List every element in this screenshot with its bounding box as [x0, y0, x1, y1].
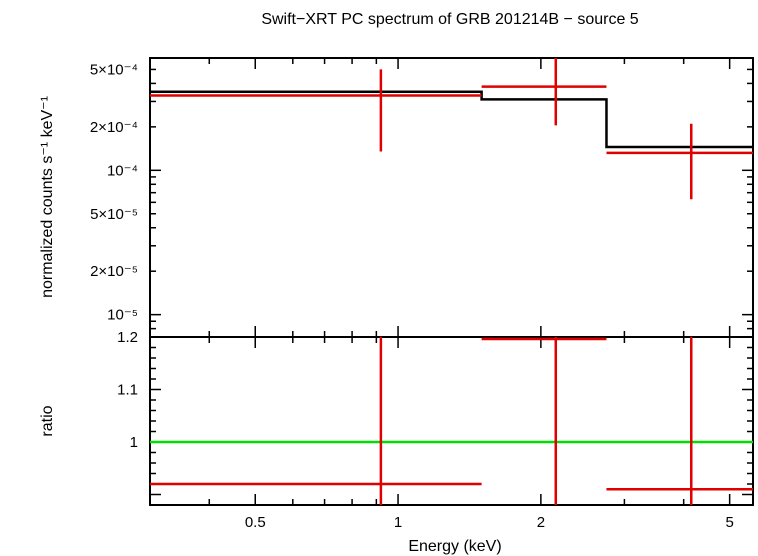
spectrum-y-axis-label: normalized counts s⁻¹ keV⁻¹	[39, 96, 56, 298]
y-tick-label: 2×10⁻⁴	[90, 119, 138, 136]
spectrum-panel: 5×10⁻⁴ 2×10⁻⁴ 10⁻⁴ 5×10⁻⁵ 2×10⁻⁵ 10⁻⁵ normali…	[39, 57, 754, 338]
x-tick-labels: 0.5 1 2 5	[245, 514, 734, 531]
y-tick-label: 5×10⁻⁵	[90, 206, 138, 223]
spectrum-panel-ticks: 5×10⁻⁴ 2×10⁻⁴ 10⁻⁴ 5×10⁻⁵ 2×10⁻⁵ 10⁻⁵	[90, 57, 753, 338]
y-tick-label: 10⁻⁵	[107, 307, 138, 324]
x-tick-label: 0.5	[245, 514, 266, 531]
ratio-panel-frame	[149, 336, 754, 506]
y-tick-label: 2×10⁻⁵	[90, 263, 138, 280]
y-tick-label: 1.1	[117, 382, 138, 399]
x-tick-label: 1	[394, 514, 402, 531]
y-tick-label: 5×10⁻⁴	[90, 61, 138, 78]
x-axis-label: Energy (keV)	[408, 538, 501, 555]
ratio-y-axis-label: ratio	[39, 405, 56, 436]
y-tick-label: 1.2	[117, 329, 138, 346]
ratio-data-points	[150, 337, 753, 505]
x-tick-label: 5	[725, 514, 733, 531]
model-step-line	[150, 90, 753, 149]
ratio-panel-ticks: 1.2 1.1 1	[117, 329, 753, 505]
ratio-panel: 1.2 1.1 1 ratio	[39, 329, 754, 506]
model-steps	[150, 90, 753, 149]
x-tick-label: 2	[537, 514, 545, 531]
y-tick-label: 10⁻⁴	[107, 162, 138, 179]
spectrum-panel-frame	[149, 57, 754, 338]
chart-title: Swift−XRT PC spectrum of GRB 201214B − s…	[261, 11, 638, 28]
y-tick-label: 1	[130, 434, 138, 451]
spectrum-data-points	[150, 58, 753, 200]
